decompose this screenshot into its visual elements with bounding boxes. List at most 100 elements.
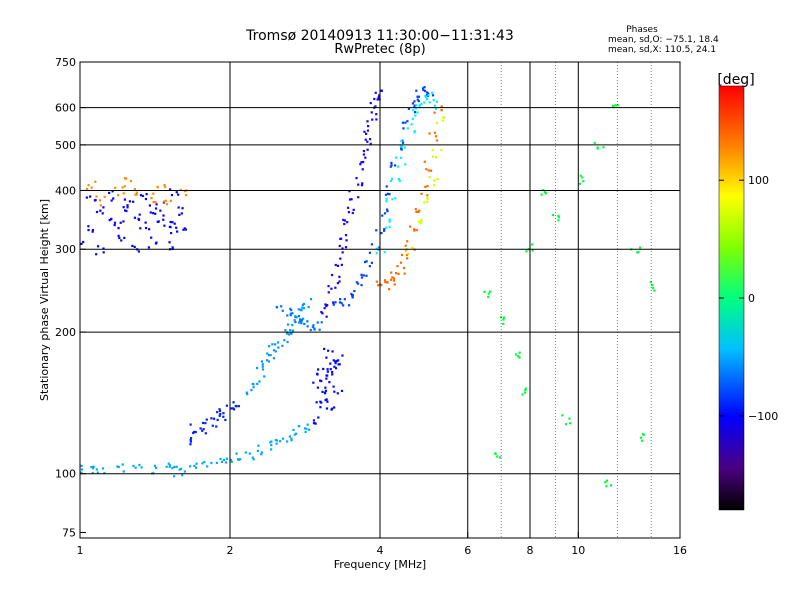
- data-point: [295, 432, 298, 435]
- data-point: [321, 312, 324, 315]
- data-point: [366, 129, 370, 132]
- data-point: [441, 119, 445, 122]
- data-point: [425, 98, 429, 101]
- data-point: [373, 97, 376, 101]
- data-point: [133, 187, 136, 191]
- data-point: [116, 465, 119, 468]
- data-point: [338, 244, 341, 248]
- data-point: [285, 440, 289, 443]
- data-point: [416, 95, 419, 98]
- data-point: [334, 360, 337, 363]
- data-point: [183, 227, 186, 230]
- data-point: [154, 200, 157, 204]
- data-point: [93, 199, 97, 202]
- data-point: [443, 116, 446, 119]
- data-point: [99, 209, 102, 212]
- data-point: [440, 148, 443, 152]
- data-point: [284, 328, 287, 332]
- data-point: [173, 475, 176, 478]
- data-point: [360, 283, 363, 287]
- data-point: [289, 328, 292, 332]
- data-point: [401, 121, 405, 124]
- data-point: [163, 184, 166, 187]
- data-point: [283, 339, 286, 342]
- data-point: [386, 281, 389, 284]
- data-point: [316, 373, 319, 376]
- data-point: [403, 272, 406, 275]
- data-point: [416, 111, 419, 114]
- data-point: [436, 178, 439, 181]
- data-point: [346, 221, 349, 224]
- data-point: [330, 287, 333, 290]
- data-point: [383, 228, 386, 231]
- x-axis-label: Frequency [MHz]: [334, 558, 426, 571]
- data-point: [419, 221, 422, 224]
- data-point: [431, 94, 435, 97]
- data-point: [365, 274, 368, 277]
- data-point: [357, 196, 360, 199]
- data-point: [521, 393, 524, 396]
- data-point: [639, 436, 643, 439]
- data-point: [129, 179, 133, 183]
- data-point: [295, 316, 298, 319]
- data-point: [80, 471, 83, 474]
- data-point: [651, 283, 654, 287]
- data-point: [229, 458, 232, 462]
- data-point: [144, 197, 148, 201]
- data-point: [219, 412, 222, 416]
- data-point: [411, 117, 414, 120]
- data-point: [82, 240, 85, 244]
- data-point: [369, 101, 372, 105]
- data-point: [123, 176, 127, 180]
- data-point: [487, 292, 490, 295]
- data-point: [312, 422, 316, 425]
- data-point: [383, 279, 387, 282]
- data-point: [202, 428, 205, 431]
- data-point: [155, 203, 158, 206]
- data-point: [292, 428, 295, 432]
- data-point: [189, 438, 192, 441]
- data-point: [137, 217, 140, 220]
- data-point: [401, 141, 405, 144]
- data-point: [427, 92, 430, 95]
- data-point: [333, 406, 336, 409]
- data-point: [568, 417, 571, 420]
- colorbar-tick-label: 0: [748, 292, 755, 305]
- data-point: [614, 104, 617, 107]
- data-point: [413, 105, 416, 109]
- data-point: [338, 280, 341, 283]
- data-point: [313, 327, 316, 330]
- data-point: [261, 368, 265, 371]
- data-point: [201, 429, 204, 432]
- data-point: [260, 360, 264, 363]
- data-point: [110, 217, 113, 220]
- data-point: [364, 138, 367, 141]
- data-point: [293, 433, 296, 436]
- data-point: [400, 253, 404, 257]
- data-point: [651, 286, 655, 290]
- data-point: [183, 470, 186, 473]
- data-point: [649, 281, 652, 284]
- data-point: [169, 220, 172, 224]
- data-point: [348, 190, 351, 193]
- data-point: [406, 120, 409, 123]
- data-point: [375, 229, 378, 232]
- data-point: [390, 164, 393, 167]
- data-point: [377, 96, 380, 99]
- data-point: [340, 237, 343, 240]
- data-point: [132, 464, 135, 468]
- data-point: [363, 130, 366, 133]
- data-point: [154, 212, 157, 215]
- data-point: [483, 290, 486, 293]
- data-point: [111, 190, 114, 193]
- data-point: [334, 367, 338, 370]
- data-point: [312, 419, 316, 422]
- data-point: [420, 102, 423, 105]
- data-point: [110, 199, 113, 202]
- data-point: [275, 306, 279, 309]
- data-point: [165, 465, 168, 468]
- data-point: [375, 113, 378, 116]
- data-point: [170, 231, 173, 235]
- data-point: [248, 452, 251, 455]
- data-point: [180, 212, 183, 215]
